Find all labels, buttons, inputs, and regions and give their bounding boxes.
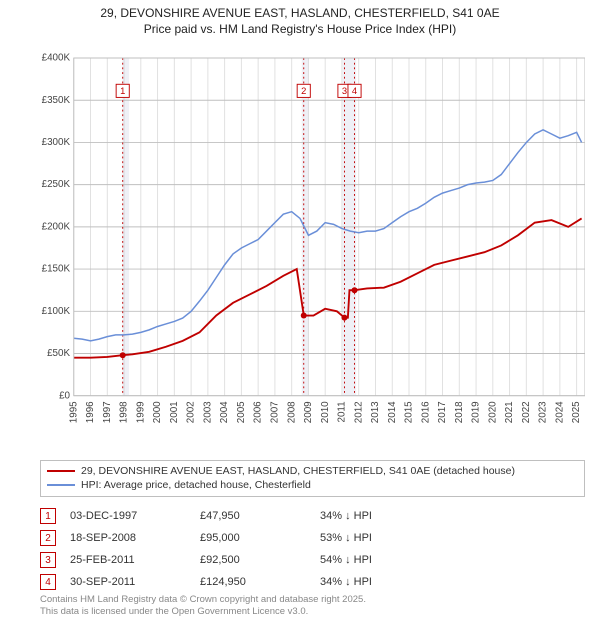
svg-text:2023: 2023 [538, 401, 549, 423]
legend-label: 29, DEVONSHIRE AVENUE EAST, HASLAND, CHE… [81, 465, 515, 477]
svg-text:2025: 2025 [571, 401, 582, 423]
legend: 29, DEVONSHIRE AVENUE EAST, HASLAND, CHE… [40, 460, 585, 497]
event-marker: 4 [40, 574, 56, 590]
footer-line1: Contains HM Land Registry data © Crown c… [40, 594, 366, 605]
footer-line2: This data is licensed under the Open Gov… [40, 606, 308, 617]
svg-text:4: 4 [352, 86, 357, 96]
svg-text:2013: 2013 [370, 401, 381, 423]
svg-text:2004: 2004 [219, 401, 230, 423]
svg-text:1996: 1996 [85, 401, 96, 423]
event-marker: 1 [40, 508, 56, 524]
svg-text:2020: 2020 [487, 401, 498, 423]
legend-swatch [47, 484, 75, 486]
svg-text:2008: 2008 [286, 401, 297, 423]
svg-text:2019: 2019 [471, 401, 482, 423]
event-delta: 34% ↓ HPI [320, 576, 585, 588]
title-line1: 29, DEVONSHIRE AVENUE EAST, HASLAND, CHE… [100, 6, 499, 20]
event-row: 2 18-SEP-2008£95,00053% ↓ HPI [40, 527, 585, 549]
event-date: 30-SEP-2011 [70, 576, 200, 588]
event-price: £92,500 [200, 554, 320, 566]
svg-text:2017: 2017 [437, 401, 448, 423]
event-marker: 3 [40, 552, 56, 568]
svg-text:2001: 2001 [169, 401, 180, 423]
svg-text:£200K: £200K [42, 221, 71, 232]
svg-text:2024: 2024 [554, 401, 565, 423]
event-date: 18-SEP-2008 [70, 532, 200, 544]
svg-text:1998: 1998 [119, 401, 130, 423]
event-row: 1 03-DEC-1997£47,95034% ↓ HPI [40, 505, 585, 527]
svg-text:2003: 2003 [202, 401, 213, 423]
svg-text:3: 3 [342, 86, 347, 96]
svg-text:£50K: £50K [47, 348, 70, 359]
svg-text:1: 1 [120, 86, 125, 96]
svg-text:2011: 2011 [337, 401, 348, 422]
chart-title: 29, DEVONSHIRE AVENUE EAST, HASLAND, CHE… [0, 0, 600, 39]
svg-text:£400K: £400K [42, 53, 71, 64]
svg-text:2018: 2018 [454, 401, 465, 423]
svg-text:2009: 2009 [303, 401, 314, 423]
event-price: £95,000 [200, 532, 320, 544]
svg-text:2015: 2015 [404, 401, 415, 423]
footer: Contains HM Land Registry data © Crown c… [40, 594, 366, 618]
svg-text:2010: 2010 [320, 401, 331, 423]
legend-label: HPI: Average price, detached house, Ches… [81, 479, 311, 491]
svg-text:£350K: £350K [42, 95, 71, 106]
chart: £0 £50K £100K £150K £200K £250K £300K £350K £400… [40, 45, 585, 435]
svg-text:2006: 2006 [253, 401, 264, 423]
svg-text:2012: 2012 [353, 401, 364, 423]
svg-text:1995: 1995 [68, 401, 79, 423]
svg-text:2002: 2002 [186, 401, 197, 423]
event-delta: 53% ↓ HPI [320, 532, 585, 544]
svg-text:2005: 2005 [236, 401, 247, 423]
event-date: 25-FEB-2011 [70, 554, 200, 566]
event-table: 103-DEC-1997£47,95034% ↓ HPI218-SEP-2008… [40, 505, 585, 593]
svg-text:£0: £0 [59, 390, 70, 401]
svg-text:1999: 1999 [135, 401, 146, 423]
svg-text:2000: 2000 [152, 401, 163, 423]
event-row: 4 30-SEP-2011£124,95034% ↓ HPI [40, 571, 585, 593]
title-line2: Price paid vs. HM Land Registry's House … [144, 22, 456, 36]
svg-text:£250K: £250K [42, 179, 71, 190]
svg-text:1997: 1997 [102, 401, 113, 423]
event-date: 03-DEC-1997 [70, 510, 200, 522]
svg-text:2021: 2021 [504, 401, 515, 423]
legend-item: 29, DEVONSHIRE AVENUE EAST, HASLAND, CHE… [47, 464, 578, 478]
svg-text:£150K: £150K [42, 264, 71, 275]
event-price: £124,950 [200, 576, 320, 588]
svg-text:2014: 2014 [387, 401, 398, 423]
svg-text:£300K: £300K [42, 137, 71, 148]
legend-swatch [47, 470, 75, 472]
svg-text:2: 2 [301, 86, 306, 96]
svg-text:£100K: £100K [42, 306, 71, 317]
event-delta: 54% ↓ HPI [320, 554, 585, 566]
event-row: 3 25-FEB-2011£92,50054% ↓ HPI [40, 549, 585, 571]
event-delta: 34% ↓ HPI [320, 510, 585, 522]
event-marker: 2 [40, 530, 56, 546]
svg-text:2007: 2007 [270, 401, 281, 423]
event-price: £47,950 [200, 510, 320, 522]
legend-item: HPI: Average price, detached house, Ches… [47, 478, 578, 492]
svg-text:2022: 2022 [521, 401, 532, 423]
svg-text:2016: 2016 [420, 401, 431, 423]
